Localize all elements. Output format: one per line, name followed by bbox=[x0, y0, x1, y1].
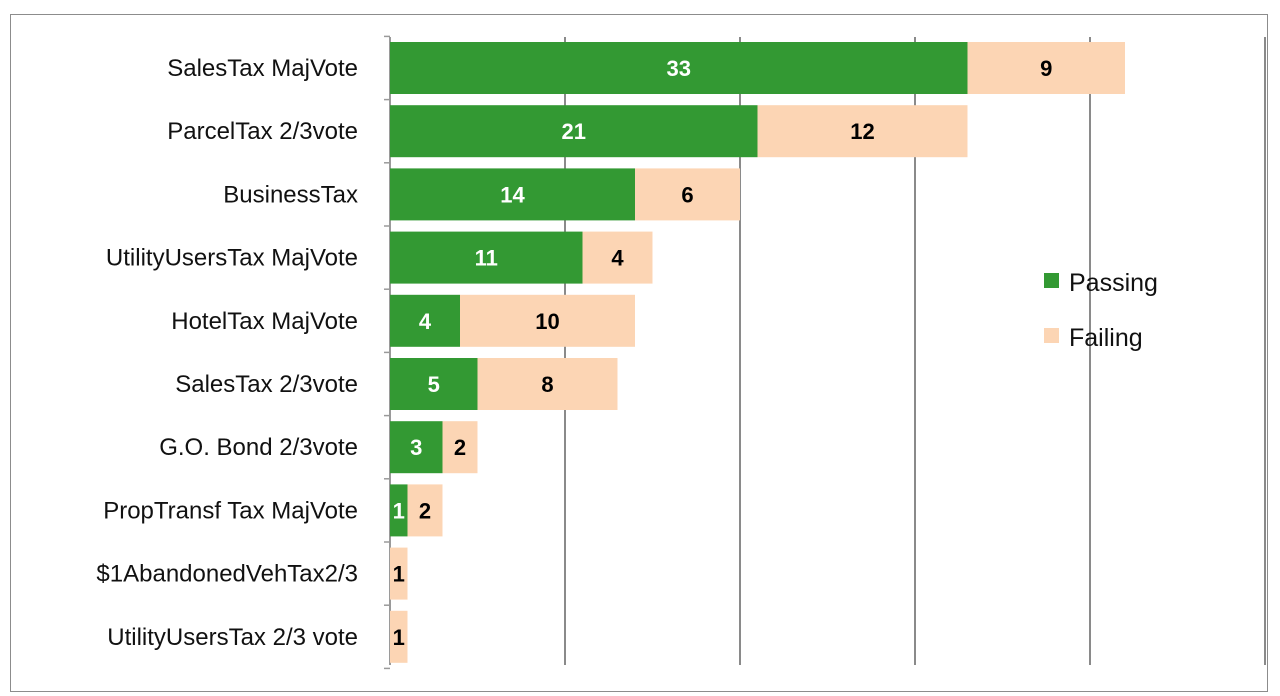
bar-failing bbox=[477, 358, 618, 410]
legend-swatch-passing bbox=[1044, 273, 1059, 288]
category-label: SalesTax 2/3vote bbox=[175, 371, 358, 398]
category-label: HotelTax MajVote bbox=[171, 308, 358, 335]
category-label: G.O. Bond 2/3vote bbox=[159, 434, 358, 461]
legend-label-passing: Passing bbox=[1069, 269, 1158, 297]
bar-passing bbox=[390, 231, 583, 284]
legend: Passing Failing bbox=[1044, 269, 1158, 352]
data-label-failing: 1 bbox=[393, 562, 405, 587]
bar-failing bbox=[390, 610, 408, 663]
bar-passing bbox=[390, 294, 460, 347]
data-label-passing: 21 bbox=[562, 119, 586, 144]
data-label-passing: 3 bbox=[410, 435, 422, 460]
bar-failing bbox=[967, 42, 1125, 94]
bar-failing bbox=[582, 231, 653, 284]
bar-passing bbox=[390, 484, 408, 537]
data-label-failing: 8 bbox=[541, 372, 553, 397]
legend-label-failing: Failing bbox=[1069, 324, 1143, 352]
data-label-passing: 5 bbox=[428, 372, 440, 397]
bars bbox=[390, 42, 1125, 663]
data-label-failing: 10 bbox=[535, 309, 559, 334]
bar-failing bbox=[390, 547, 408, 600]
category-labels: SalesTax MajVote ParcelTax 2/3vote Busines… bbox=[96, 55, 358, 651]
data-label-failing: 2 bbox=[419, 498, 431, 523]
bar-passing bbox=[390, 105, 758, 158]
data-label-failing: 1 bbox=[393, 625, 405, 650]
bar-passing bbox=[390, 42, 968, 94]
bar-failing bbox=[407, 484, 443, 537]
data-label-passing: 1 bbox=[393, 498, 405, 523]
bar-passing bbox=[390, 168, 635, 221]
category-label: PropTransf Tax MajVote bbox=[103, 497, 358, 524]
bar-failing bbox=[635, 168, 740, 221]
category-label: ParcelTax 2/3vote bbox=[167, 118, 358, 145]
bar-failing bbox=[757, 105, 968, 158]
category-label: SalesTax MajVote bbox=[167, 55, 358, 82]
data-label-failing: 6 bbox=[681, 182, 693, 207]
category-label: BusinessTax bbox=[223, 181, 358, 208]
legend-swatch-failing bbox=[1044, 328, 1059, 343]
data-label-passing: 11 bbox=[475, 246, 498, 271]
data-label-failing: 4 bbox=[611, 246, 624, 271]
bar-passing bbox=[390, 358, 478, 410]
category-label: UtilityUsersTax MajVote bbox=[106, 245, 358, 272]
data-label-passing: 14 bbox=[500, 182, 525, 207]
data-label-failing: 2 bbox=[454, 435, 466, 460]
data-label-failing: 12 bbox=[850, 119, 874, 144]
bar-failing bbox=[460, 294, 635, 347]
data-label-passing: 33 bbox=[667, 56, 691, 81]
category-label: $1AbandonedVehTax2/3 bbox=[96, 561, 358, 588]
bar-failing bbox=[442, 421, 478, 474]
data-label-failing: 9 bbox=[1040, 56, 1052, 81]
data-label-passing: 4 bbox=[419, 309, 432, 334]
category-label: UtilityUsersTax 2/3 vote bbox=[107, 624, 358, 651]
bar-passing bbox=[390, 421, 443, 474]
